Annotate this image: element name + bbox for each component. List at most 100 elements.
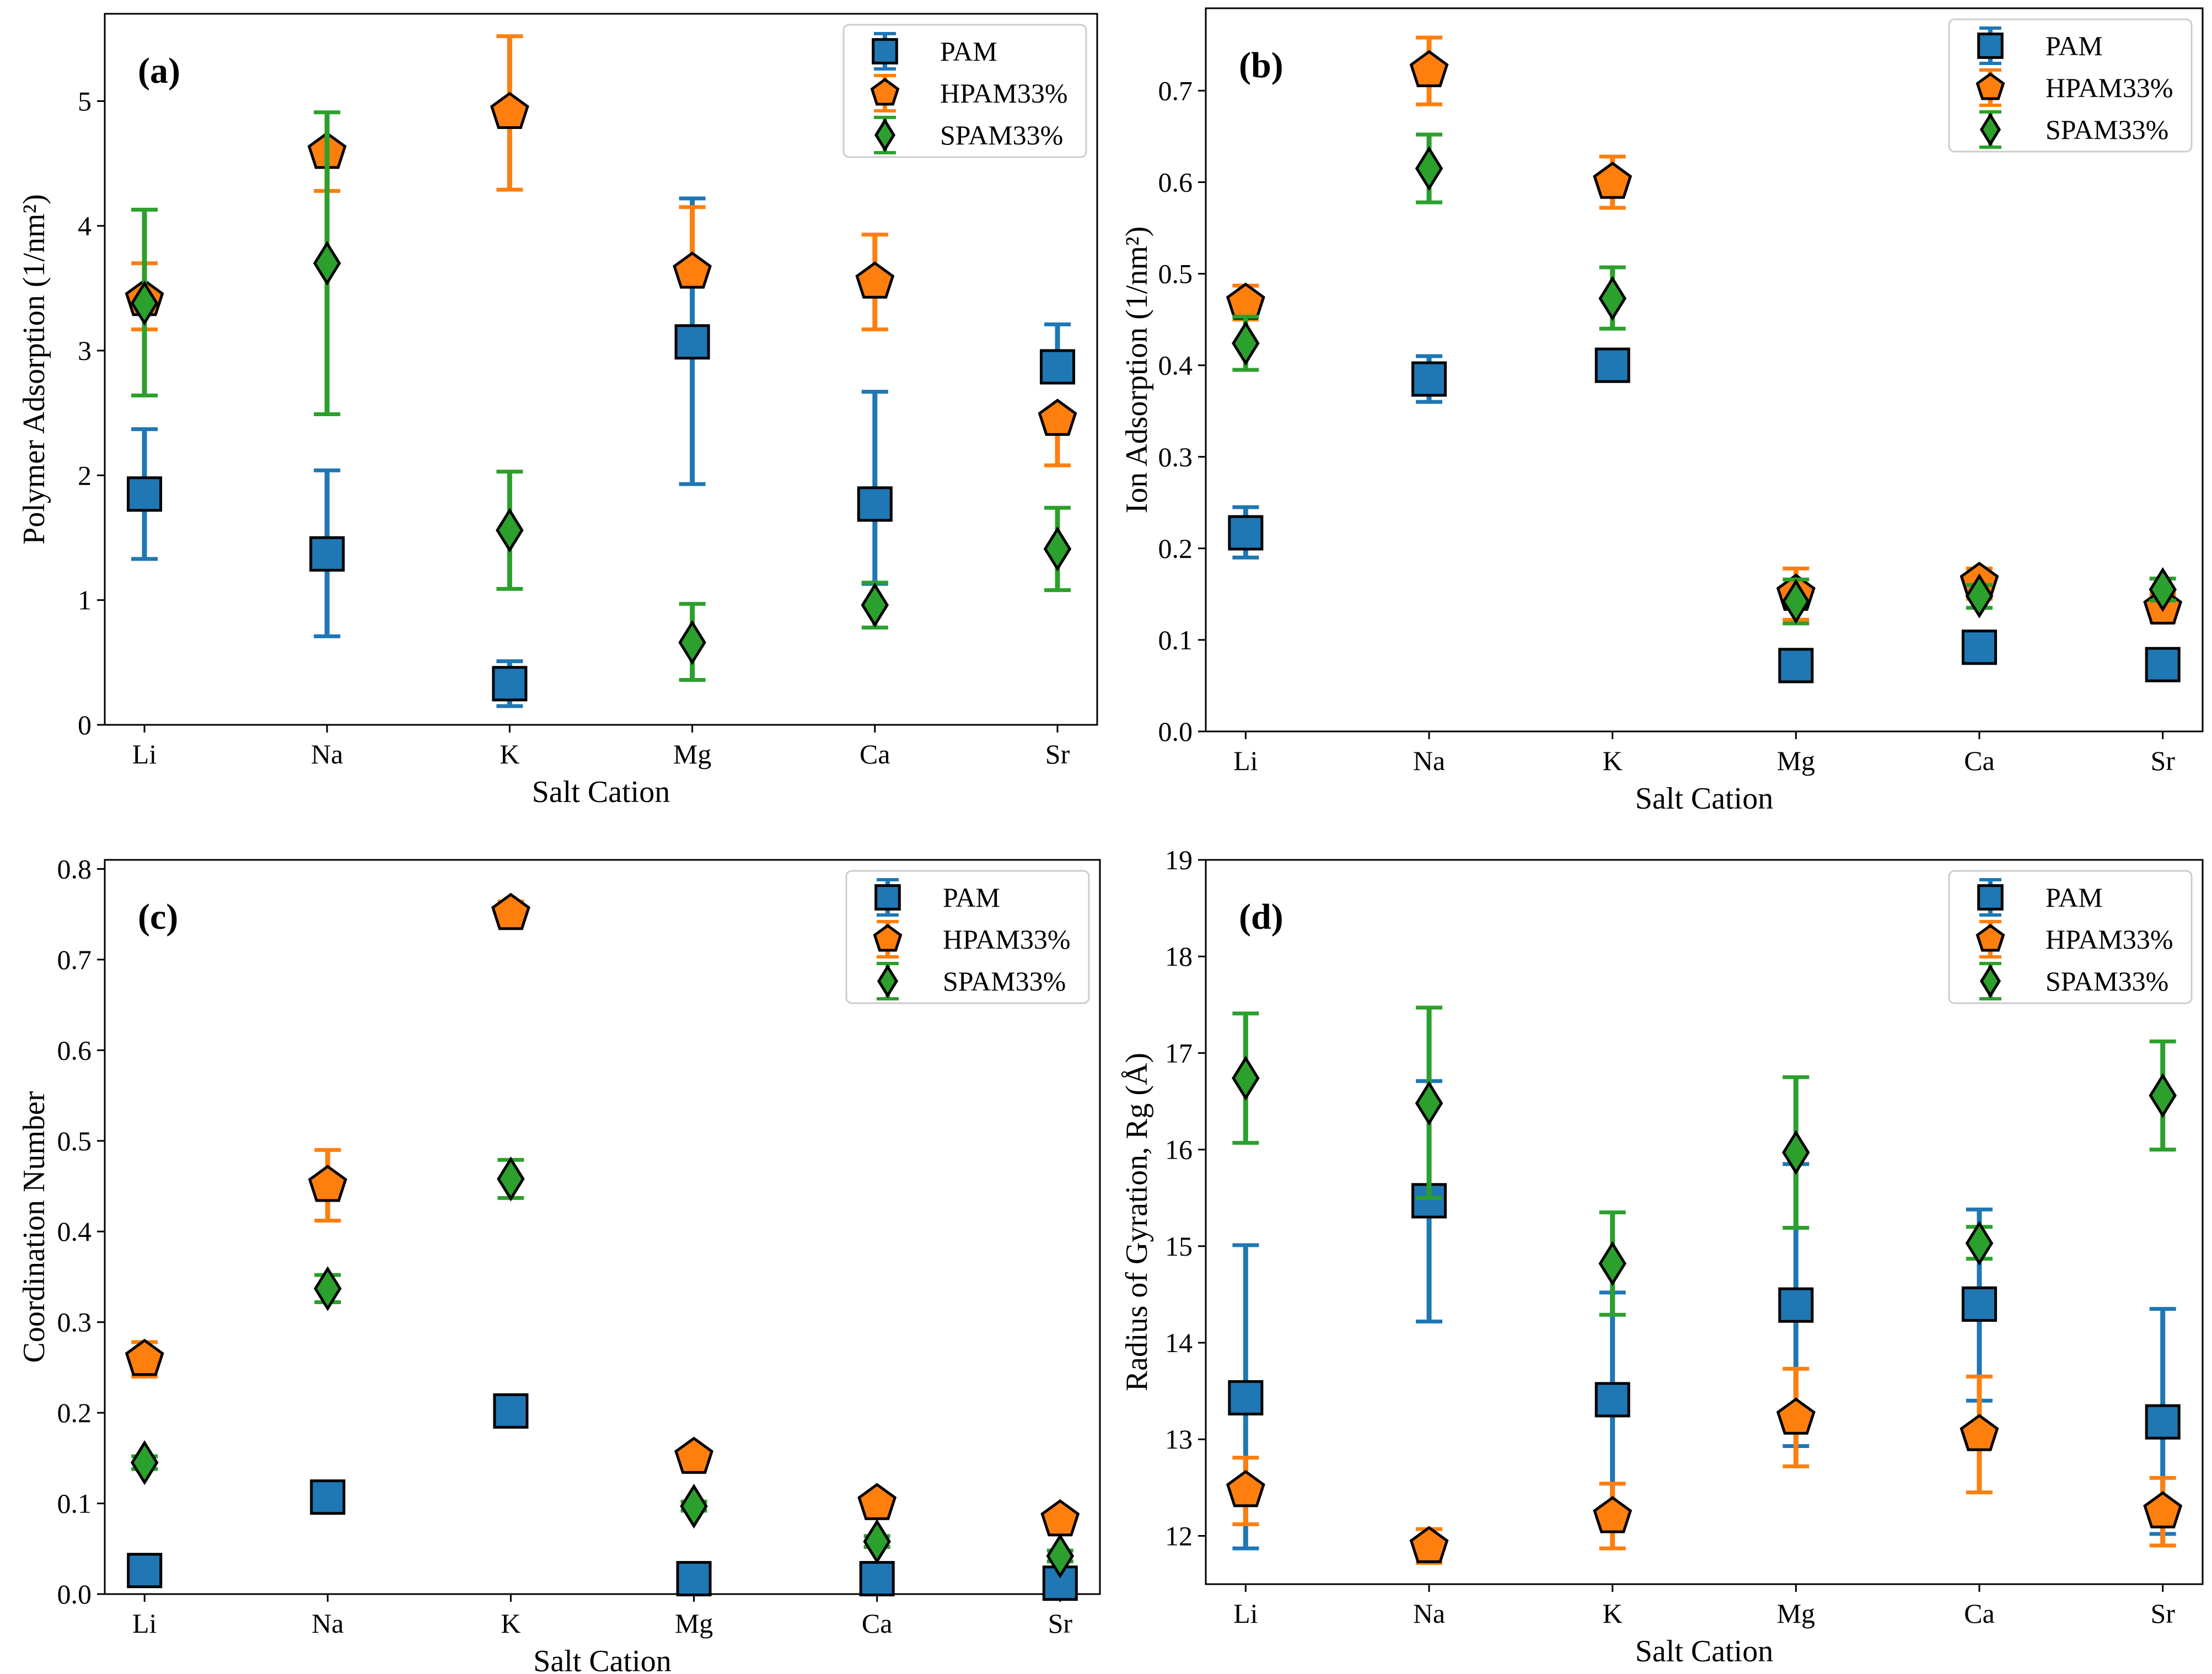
data-point-spam33	[1782, 579, 1810, 624]
data-point-pam	[859, 1561, 895, 1597]
data-point-spam33	[1415, 1080, 1443, 1126]
panel-label: (c)	[138, 897, 178, 937]
legend-label-hpam33: HPAM33%	[940, 78, 1068, 109]
data-point-pam	[1411, 361, 1447, 397]
x-tick-label: K	[500, 739, 519, 769]
chart-panel-d: 12 13 14 15 16 17 18 19 Li Na K Mg Ca Sr Salt Cation Ra…	[1120, 844, 2204, 1668]
y-tick-label: 0.0	[1158, 716, 1193, 747]
data-point-hpam33	[1038, 399, 1077, 436]
data-point-hpam33	[673, 251, 712, 289]
legend-box	[845, 870, 1090, 1004]
legend: PAM HPAM33% SPAM33%	[842, 24, 1087, 158]
data-point-spam33	[130, 281, 159, 326]
data-point-spam33	[863, 1519, 891, 1564]
x-tick-label: Li	[132, 1608, 157, 1639]
y-tick-label: 0.4	[57, 1216, 92, 1247]
legend-box	[1948, 18, 2193, 153]
y-tick-label: 0.4	[1158, 350, 1193, 381]
data-point-pam	[492, 666, 528, 702]
legend-label-hpam33: HPAM33%	[2045, 72, 2173, 103]
series-hpam33	[1226, 1366, 2183, 1565]
x-tick-label: Sr	[2150, 745, 2175, 776]
data-point-spam33	[1232, 321, 1260, 366]
y-tick-label: 0.5	[1158, 259, 1193, 289]
y-tick-label: 0.3	[57, 1307, 92, 1338]
y-tick-label: 0.2	[1158, 533, 1193, 564]
data-point-hpam33	[491, 892, 530, 930]
legend-label-spam33: SPAM33%	[2045, 966, 2168, 997]
data-point-pam	[1778, 648, 1814, 683]
series-pam	[1228, 1079, 2181, 1551]
y-tick-label: 5	[78, 85, 92, 116]
data-point-spam33	[1598, 1241, 1626, 1287]
data-point-hpam33	[1040, 1499, 1080, 1537]
plot-frame	[104, 13, 1098, 726]
panel-label: (a)	[138, 51, 180, 91]
y-tick-label: 3	[78, 335, 92, 366]
data-point-hpam33	[308, 1165, 347, 1202]
legend-marker-pam	[874, 884, 901, 911]
data-point-pam	[1778, 1287, 1814, 1323]
x-tick-label: Na	[312, 1608, 343, 1639]
data-point-pam	[1594, 347, 1630, 383]
x-tick-label: Na	[311, 739, 343, 769]
x-tick-label: Li	[132, 739, 157, 769]
series-pam	[1228, 347, 2181, 683]
data-point-pam	[674, 324, 710, 360]
x-tick-label: Ca	[1964, 1598, 1995, 1629]
data-point-spam33	[1598, 276, 1626, 321]
legend-box	[1948, 870, 2193, 1004]
series-pam	[127, 1393, 1078, 1601]
x-tick-label: Mg	[1777, 1598, 1815, 1629]
data-point-spam33	[678, 620, 706, 665]
y-tick-label: 14	[1165, 1327, 1193, 1358]
x-tick-label: Ca	[1964, 745, 1995, 776]
legend-marker-pam	[1977, 884, 2004, 911]
series-spam33	[1232, 1005, 2177, 1317]
y-tick-label: 0.7	[57, 944, 92, 975]
y-tick-label: 0.2	[57, 1397, 92, 1428]
data-point-hpam33	[1409, 1526, 1449, 1563]
data-point-pam	[126, 476, 163, 512]
x-axis-title: Salt Cation	[533, 1644, 671, 1674]
x-tick-label: K	[1603, 1598, 1623, 1629]
series-pam	[126, 196, 1076, 708]
y-tick-label: 1	[78, 585, 92, 616]
x-tick-label: Ca	[860, 739, 890, 769]
y-tick-label: 13	[1165, 1424, 1193, 1455]
data-point-spam33	[496, 508, 524, 553]
y-tick-label: 16	[1165, 1134, 1193, 1165]
legend-label-spam33: SPAM33%	[940, 120, 1063, 150]
legend-marker-spam33	[874, 118, 896, 152]
data-point-spam33	[1232, 1056, 1260, 1101]
y-tick-label: 4	[78, 211, 92, 241]
y-tick-label: 12	[1165, 1520, 1193, 1551]
x-tick-label: Mg	[675, 1608, 713, 1639]
data-point-spam33	[861, 582, 889, 628]
series-hpam33	[125, 892, 1080, 1537]
data-point-pam	[857, 486, 893, 522]
x-tick-label: Li	[1233, 1598, 1258, 1629]
legend-marker-hpam33	[1975, 72, 2005, 100]
data-point-pam	[2145, 647, 2181, 682]
data-point-hpam33	[1593, 1496, 1633, 1533]
series-spam33	[1232, 132, 2177, 626]
data-point-spam33	[1415, 146, 1443, 191]
data-point-hpam33	[1226, 1470, 1265, 1508]
data-point-spam33	[1782, 1130, 1810, 1175]
legend-marker-spam33	[877, 964, 899, 998]
data-point-spam33	[497, 1156, 525, 1202]
x-tick-label: Sr	[2150, 1598, 2175, 1629]
chart-panel-c: 0.0 0.1 0.2 0.3 0.4 0.5 0.6 0.7 0.8 Li Na K Mg Ca Sr Sa…	[17, 853, 1101, 1674]
chart-panel-b: 0.0 0.1 0.2 0.3 0.4 0.5 0.6 0.7 Li Na K Mg Ca Sr Salt …	[1120, 7, 2204, 816]
y-tick-label: 0.6	[57, 1035, 92, 1065]
x-tick-label: Li	[1233, 745, 1258, 776]
y-tick-label: 2	[78, 460, 92, 491]
data-point-pam	[493, 1393, 529, 1429]
data-point-spam33	[2149, 1073, 2177, 1118]
data-point-pam	[309, 536, 345, 572]
y-tick-label: 0.7	[1158, 75, 1193, 106]
data-point-hpam33	[2143, 1491, 2183, 1528]
legend-box	[842, 24, 1087, 158]
